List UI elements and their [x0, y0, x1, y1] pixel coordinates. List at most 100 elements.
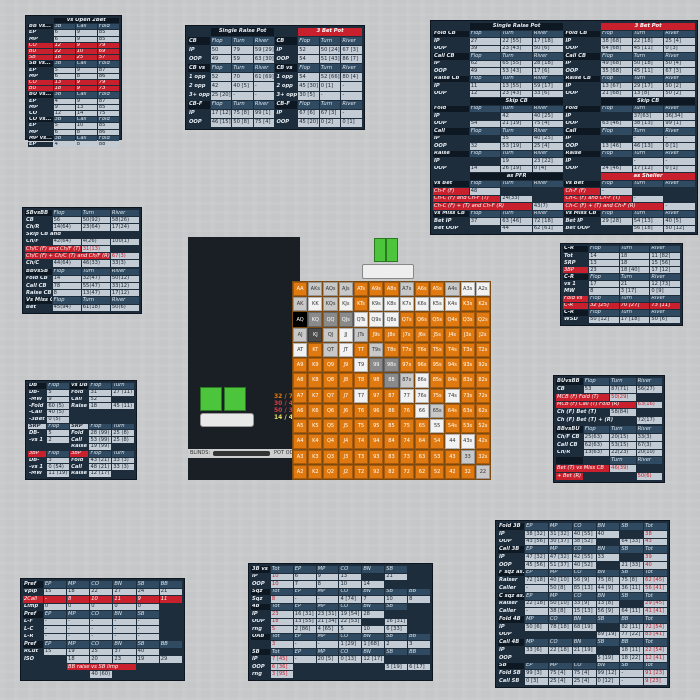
hand-cell[interactable]: AJ	[293, 327, 308, 342]
hand-cell[interactable]: A6	[293, 403, 308, 419]
hand-cell[interactable]: T4s	[445, 342, 460, 358]
hand-cell[interactable]: A8s	[384, 282, 399, 297]
hand-cell[interactable]: J3s	[460, 327, 475, 342]
hand-cell[interactable]: T8s	[384, 342, 399, 358]
hand-cell[interactable]: T3s	[460, 342, 475, 358]
hand-cell[interactable]: 74s	[445, 388, 460, 403]
hand-cell[interactable]: 85	[384, 419, 399, 434]
player-nameplate[interactable]	[362, 264, 414, 279]
hand-cell[interactable]: K5	[308, 419, 323, 434]
hand-cell[interactable]: KJ	[308, 327, 323, 342]
hand-cell[interactable]: Q3	[323, 449, 338, 464]
hand-cell[interactable]: Q8	[323, 373, 338, 388]
hand-cell[interactable]: AQs	[323, 282, 338, 297]
hand-cell[interactable]: 74	[399, 434, 414, 449]
hand-cell[interactable]: 63	[414, 449, 430, 464]
hand-cell[interactable]: 43s	[460, 434, 475, 449]
hand-cell[interactable]: K6s	[414, 297, 430, 312]
hand-cell[interactable]: T5s	[430, 342, 445, 358]
hand-cell[interactable]: Q5s	[430, 312, 445, 327]
hand-cell[interactable]: K3	[308, 449, 323, 464]
hand-cell[interactable]: 64s	[445, 403, 460, 419]
hand-cell[interactable]: 96	[369, 403, 384, 419]
hand-cell[interactable]: K9	[308, 358, 323, 373]
hand-cell[interactable]: J3	[338, 449, 353, 464]
hand-cell[interactable]: K4s	[445, 297, 460, 312]
hand-cell[interactable]: K6	[308, 403, 323, 419]
hand-cell[interactable]: J6	[338, 403, 353, 419]
hand-cell[interactable]: T4	[353, 434, 369, 449]
hand-cell[interactable]: T9s	[369, 342, 384, 358]
hand-cell[interactable]: AJs	[338, 282, 353, 297]
hand-cell[interactable]: Q8s	[384, 312, 399, 327]
hand-cell[interactable]: 92	[369, 464, 384, 479]
hand-cell[interactable]: 86s	[414, 373, 430, 388]
hand-cell[interactable]: 97	[369, 388, 384, 403]
hand-cell[interactable]: A2s	[475, 282, 490, 297]
hand-cell[interactable]: Q5	[323, 419, 338, 434]
hand-cell[interactable]: 44	[445, 434, 460, 449]
hand-cell[interactable]: 94s	[445, 358, 460, 373]
hand-cell[interactable]: J8s	[384, 327, 399, 342]
hand-cell[interactable]: A4s	[445, 282, 460, 297]
hand-cell[interactable]: J2	[338, 464, 353, 479]
hand-cell[interactable]: A7	[293, 388, 308, 403]
hand-cell[interactable]: A5	[293, 419, 308, 434]
hand-cell[interactable]: A3s	[460, 282, 475, 297]
hand-cell[interactable]: KK	[308, 297, 323, 312]
hand-cell[interactable]: Q6	[323, 403, 338, 419]
hand-cell[interactable]: KQ	[308, 312, 323, 327]
hand-cell[interactable]: 95s	[430, 358, 445, 373]
hand-cell[interactable]: 87	[384, 388, 399, 403]
hand-cell[interactable]: J5s	[430, 327, 445, 342]
hand-cell[interactable]: A4	[293, 434, 308, 449]
hand-cell[interactable]: 43	[445, 449, 460, 464]
hand-cell[interactable]: A7s	[399, 282, 414, 297]
hand-cell[interactable]: K4	[308, 434, 323, 449]
hand-cell[interactable]: KT	[308, 342, 323, 358]
hand-cell[interactable]: KJs	[338, 297, 353, 312]
hand-cell[interactable]: Q2	[323, 464, 338, 479]
hand-cell[interactable]: 33	[460, 449, 475, 464]
hand-cell[interactable]: T8	[353, 373, 369, 388]
hand-cell[interactable]: J7	[338, 388, 353, 403]
hand-cell[interactable]: Q7	[323, 388, 338, 403]
hand-cell[interactable]: J6s	[414, 327, 430, 342]
hand-cell[interactable]: K3s	[460, 297, 475, 312]
hand-cell[interactable]: AT	[293, 342, 308, 358]
hand-cell[interactable]: 95	[369, 419, 384, 434]
hand-cell[interactable]: A8	[293, 373, 308, 388]
hand-cell[interactable]: 32	[460, 464, 475, 479]
hand-cell[interactable]: AK	[293, 297, 308, 312]
hand-cell[interactable]: T3	[353, 449, 369, 464]
hand-cell[interactable]: 65	[414, 419, 430, 434]
hand-cell[interactable]: Q2s	[475, 312, 490, 327]
hand-cell[interactable]: K2	[308, 464, 323, 479]
hand-cell[interactable]: KTs	[353, 297, 369, 312]
hand-cell[interactable]: 72s	[475, 388, 490, 403]
hand-cell[interactable]: 66	[414, 403, 430, 419]
hand-cell[interactable]: QJ	[323, 327, 338, 342]
hand-cell[interactable]: 73	[399, 449, 414, 464]
hand-cell[interactable]: J4s	[445, 327, 460, 342]
player-nameplate[interactable]	[200, 413, 254, 427]
hand-cell[interactable]: 64	[414, 434, 430, 449]
hand-cell[interactable]: A6s	[414, 282, 430, 297]
hand-cell[interactable]: 54s	[445, 419, 460, 434]
hand-cell[interactable]: A5s	[430, 282, 445, 297]
hand-cell[interactable]: T7	[353, 388, 369, 403]
hand-cell[interactable]: K7	[308, 388, 323, 403]
hand-cell[interactable]: AKs	[308, 282, 323, 297]
hand-cell[interactable]: QJs	[338, 312, 353, 327]
hand-cell[interactable]: A9	[293, 358, 308, 373]
hand-cell[interactable]: Q3s	[460, 312, 475, 327]
hand-cell[interactable]: 87s	[399, 373, 414, 388]
hand-cell[interactable]: 93	[369, 449, 384, 464]
hand-cell[interactable]: K5s	[430, 297, 445, 312]
hand-cell[interactable]: JJ	[338, 327, 353, 342]
hand-cell[interactable]: 98	[369, 373, 384, 388]
hand-cell[interactable]: 82s	[475, 373, 490, 388]
hand-cell[interactable]: 22	[475, 464, 490, 479]
hand-cell[interactable]: 32s	[475, 449, 490, 464]
hand-cell[interactable]: J9	[338, 358, 353, 373]
